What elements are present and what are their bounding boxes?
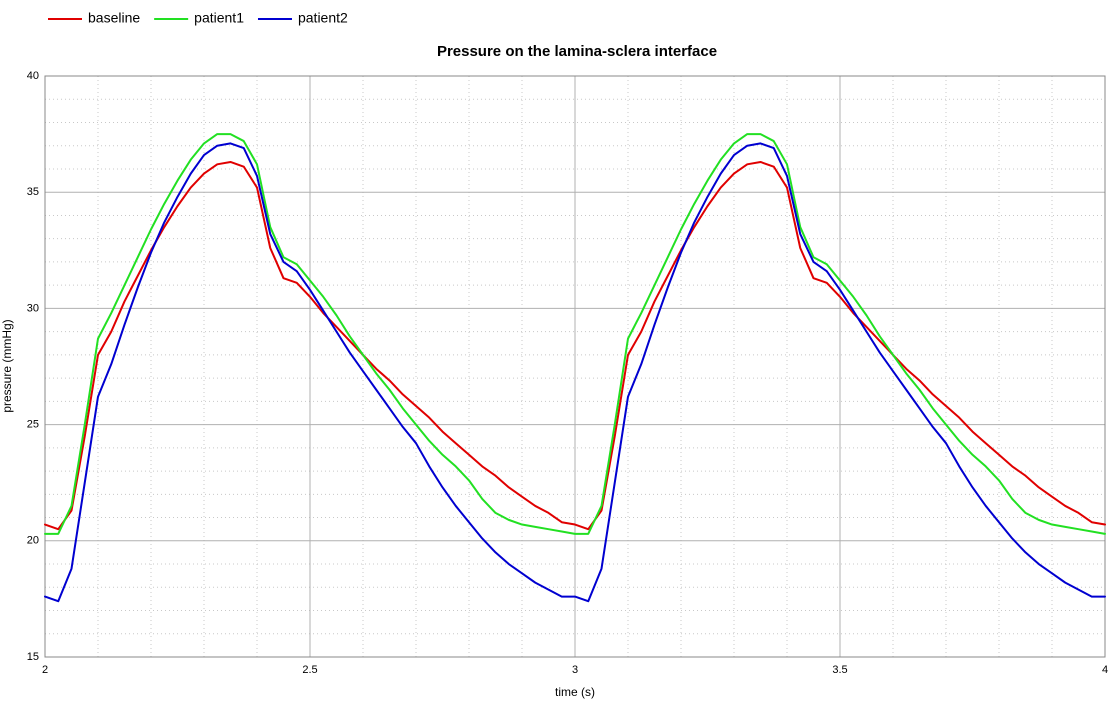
line-series bbox=[44, 142, 1106, 603]
line-series bbox=[44, 160, 1106, 531]
x-tick-label: 2.5 bbox=[302, 664, 317, 676]
y-axis-label: pressure (mmHg) bbox=[0, 319, 14, 412]
y-tick-label: 25 bbox=[27, 419, 39, 431]
x-tick-label: 3.5 bbox=[832, 664, 847, 676]
y-tick-label: 40 bbox=[27, 70, 39, 82]
legend-label: baseline bbox=[88, 10, 140, 26]
x-tick-label: 3 bbox=[572, 664, 578, 676]
x-tick-label: 2 bbox=[42, 664, 48, 676]
y-tick-label: 20 bbox=[27, 535, 39, 547]
plot-frame bbox=[44, 75, 1106, 658]
chart-title: Pressure on the lamina-sclera interface bbox=[437, 43, 717, 60]
x-axis-label: time (s) bbox=[555, 685, 595, 699]
y-tick-label: 30 bbox=[27, 302, 39, 314]
x-tick-label: 4 bbox=[1102, 664, 1108, 676]
line-series bbox=[44, 133, 1106, 535]
legend-label: patient1 bbox=[194, 10, 244, 26]
y-tick-label: 15 bbox=[27, 651, 39, 663]
legend-label: patient2 bbox=[298, 10, 348, 26]
y-tick-label: 35 bbox=[27, 186, 39, 198]
